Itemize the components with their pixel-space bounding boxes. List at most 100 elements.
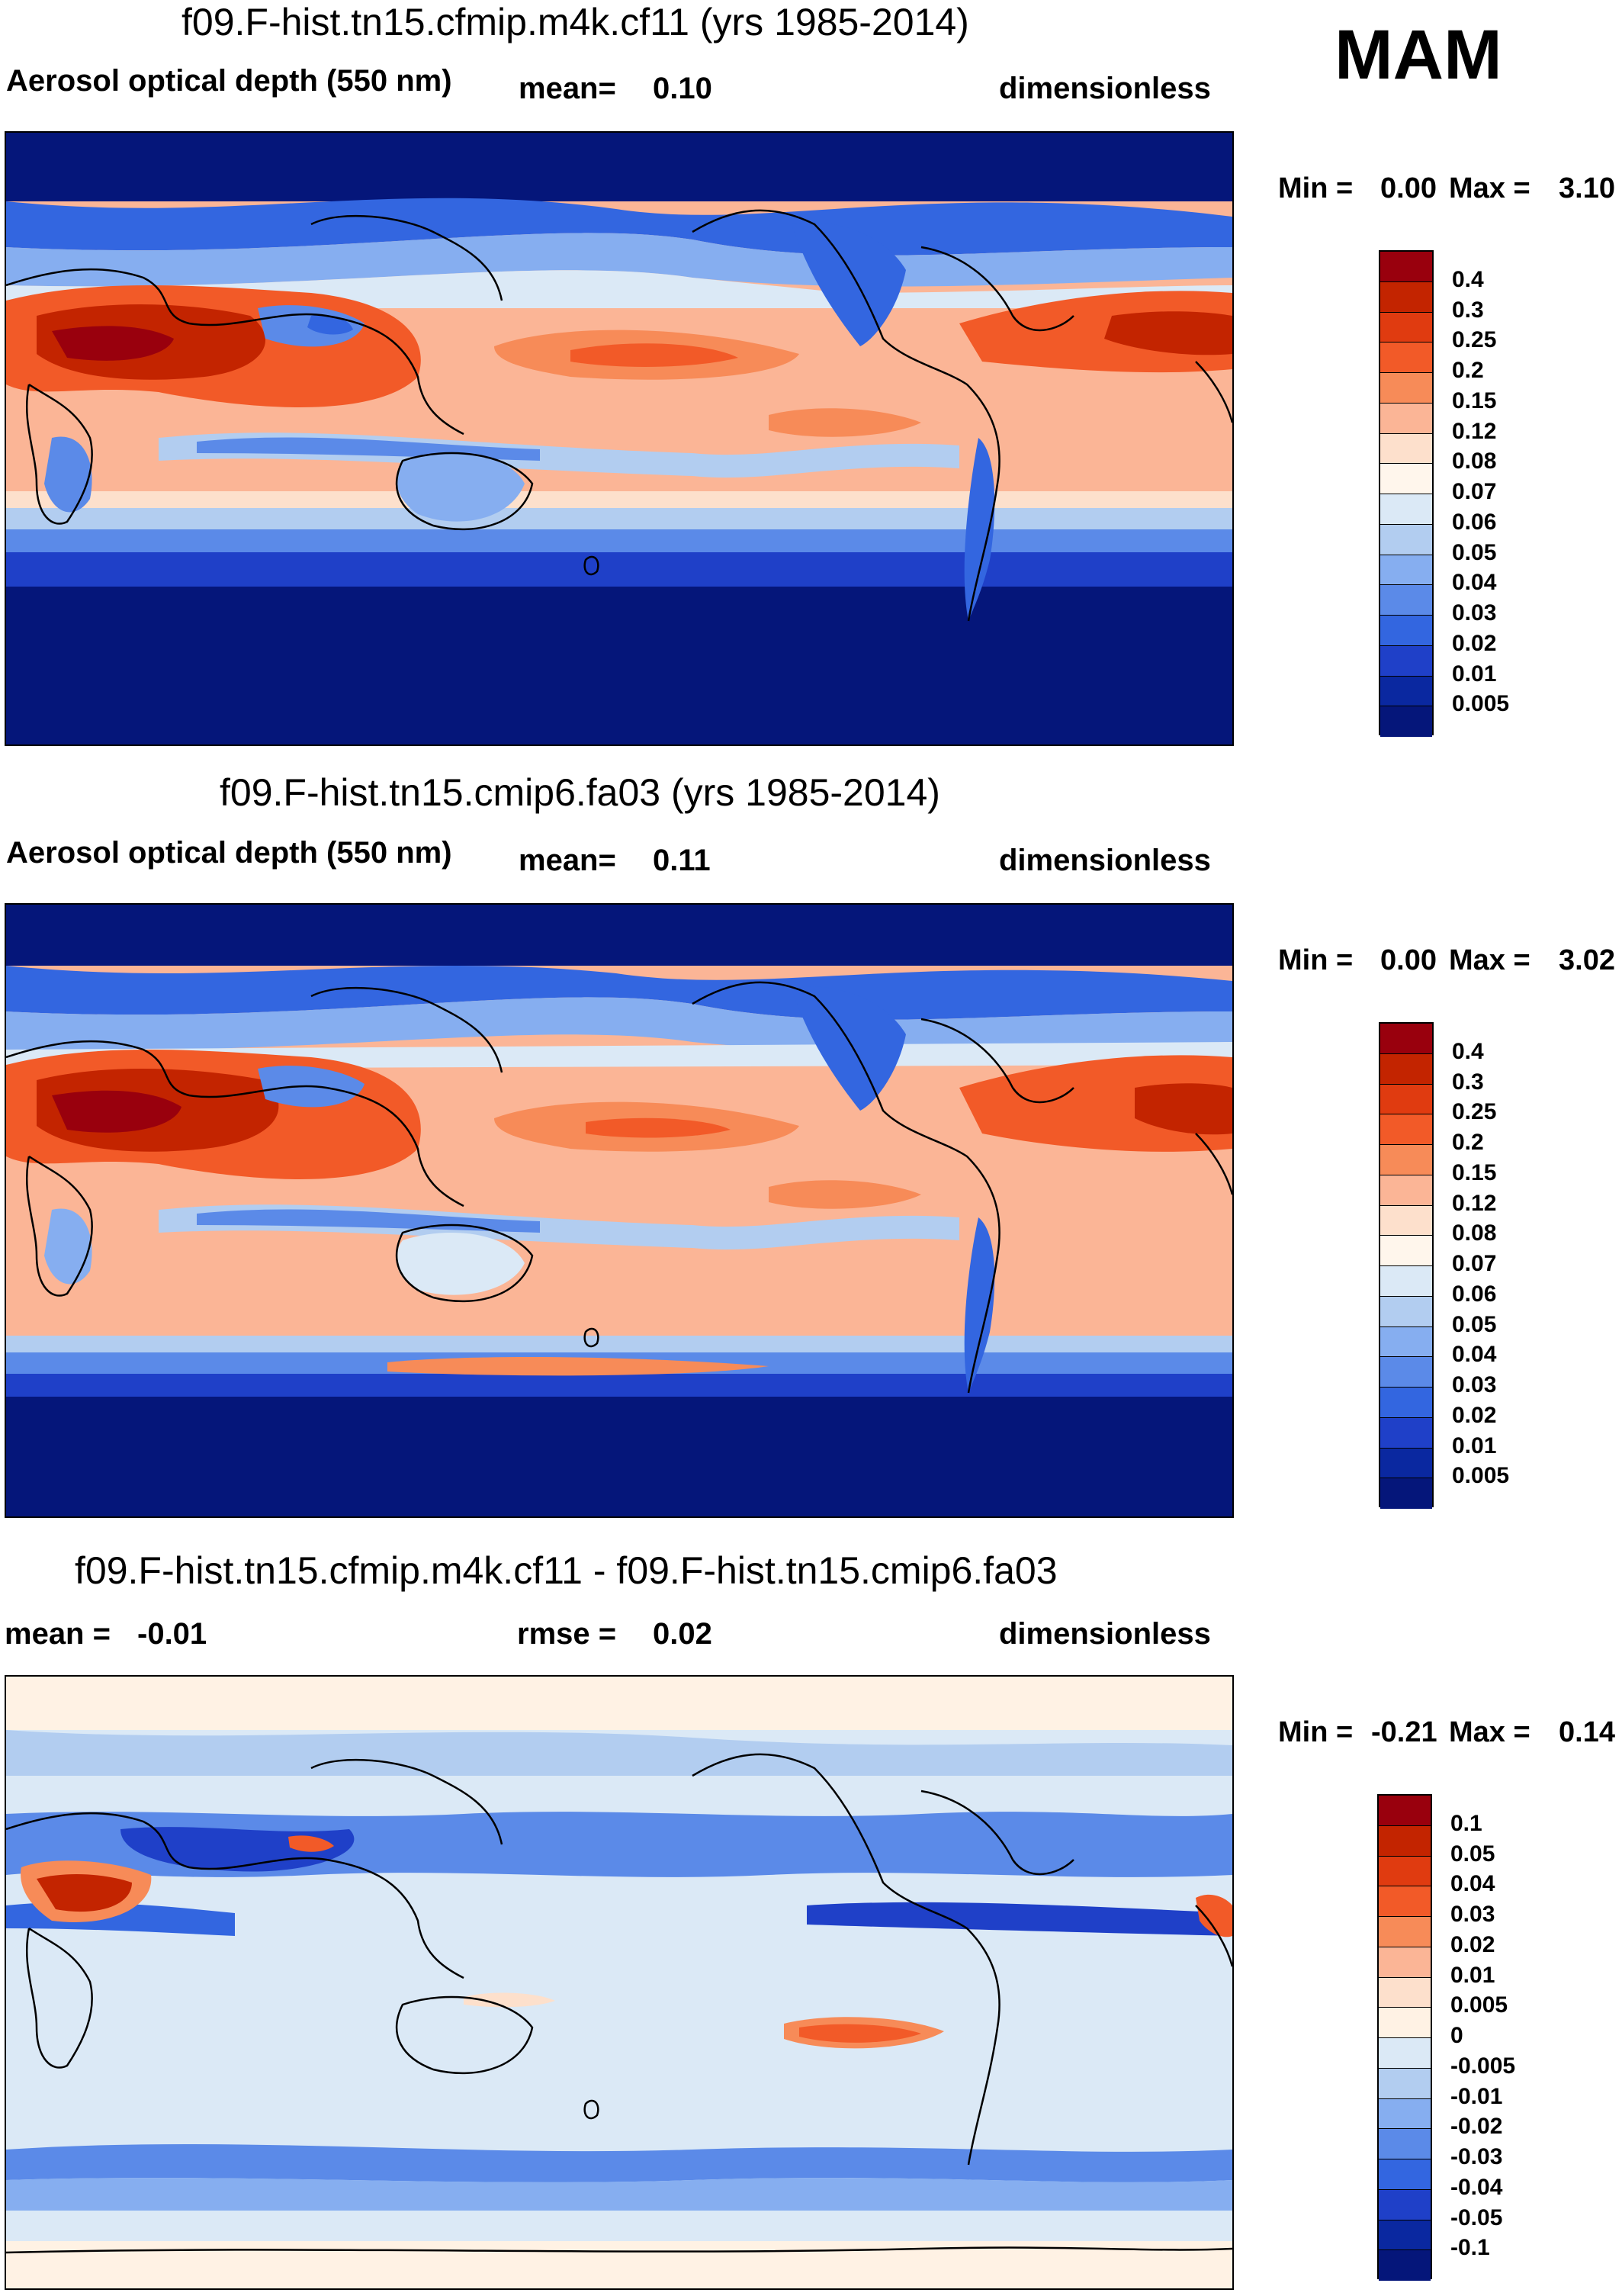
panel-3-colorbar-label: -0.005 [1450,2053,1516,2079]
panel-2-colorbar-label: 0.07 [1452,1251,1497,1276]
panel-1-colorbar-label: 0.2 [1452,358,1484,383]
panel-2-map-svg [6,905,1232,1516]
panel-3-colorbar-segment [1379,2068,1431,2099]
panel-1-colorbar-label: 0.3 [1452,297,1484,323]
panel-3-colorbar-label: 0.1 [1450,1810,1482,1836]
panel-1-colorbar-segment [1380,555,1432,586]
panel-3-colorbar-label: -0.03 [1450,2144,1503,2169]
panel-2-colorbar-label: 0.12 [1452,1190,1497,1216]
panel-3-colorbar-label: 0.02 [1450,1931,1495,1957]
panel-2-colorbar-segment [1380,1114,1432,1145]
panel-3-colorbar-segment [1379,2250,1431,2281]
panel-1-colorbar-label: 0.06 [1452,509,1497,535]
panel-2-colorbar-segment [1380,1145,1432,1175]
panel-3-colorbar-label: 0.01 [1450,1962,1495,1988]
panel-1-min-label: Min = [1278,172,1354,204]
panel-1-colorbar-label: 0.01 [1452,661,1497,687]
panel-2-colorbar-segment [1380,1266,1432,1297]
panel-2-colorbar-segment [1380,1478,1432,1509]
panel-3-min-label: Min = [1278,1716,1354,1748]
panel-2-units: dimensionless [999,844,1211,877]
panel-2-colorbar-segment [1380,1236,1432,1266]
panel-2-colorbar-label: 0.02 [1452,1402,1497,1428]
panel-2-colorbar-label: 0.03 [1452,1372,1497,1397]
panel-2-colorbar-segment [1380,1084,1432,1115]
panel-3-colorbar-label: -0.1 [1450,2235,1490,2261]
panel-2-colorbar-label: 0.3 [1452,1069,1484,1095]
panel-1-min-value: 0.00 [1380,172,1437,204]
panel-2-mean-value: 0.11 [653,844,711,877]
season-label: MAM [1335,16,1502,94]
panel-2-colorbar-label: 0.2 [1452,1130,1484,1155]
panel-3-max-label: Max = [1449,1716,1530,1748]
panel-2-mean-label: mean= [519,844,616,877]
panel-3-rmse-label: rmse = [517,1617,617,1651]
panel-1-colorbar-segment [1380,312,1432,343]
panel-2-colorbar-segment [1380,1024,1432,1054]
panel-2-min-value: 0.00 [1380,944,1437,976]
panel-2-colorbar-label: 0.08 [1452,1220,1497,1246]
panel-1-colorbar [1379,250,1434,737]
panel-1-colorbar-label: 0.08 [1452,449,1497,474]
panel-1-map-svg [6,133,1232,744]
panel-1-colorbar-label: 0.25 [1452,327,1497,353]
panel-1-mean-label: mean= [519,72,616,105]
panel-3-colorbar-segment [1379,1825,1431,1857]
panel-1-colorbar-segment [1380,494,1432,525]
panel-3-map [5,1675,1234,2290]
panel-2-colorbar-label: 0.4 [1452,1038,1484,1064]
panel-1-colorbar-segment [1380,676,1432,707]
panel-3-colorbar-segment [1379,1856,1431,1887]
panel-3-colorbar-label: 0 [1450,2023,1463,2048]
panel-1-max-label: Max = [1449,172,1530,204]
panel-2-variable-label: Aerosol optical depth (550 nm) [6,836,452,870]
panel-1-colorbar-label: 0.04 [1452,570,1497,596]
panel-2-colorbar-segment [1380,1417,1432,1449]
panel-1-colorbar-segment [1380,585,1432,616]
panel-1-colorbar-segment [1380,433,1432,465]
panel-3-colorbar-segment [1379,2038,1431,2069]
panel-2-colorbar-segment [1380,1326,1432,1358]
panel-2-map [5,903,1234,1518]
panel-1-colorbar-label: 0.05 [1452,539,1497,565]
panel-2-colorbar-label: 0.01 [1452,1433,1497,1458]
panel-1-colorbar-segment [1380,281,1432,313]
panel-1-units: dimensionless [999,72,1211,105]
panel-3-colorbar-label: -0.05 [1450,2204,1503,2230]
panel-3-units: dimensionless [999,1617,1211,1651]
panel-2-colorbar-segment [1380,1296,1432,1327]
panel-3-min-value: -0.21 [1371,1716,1437,1748]
panel-1-colorbar-label: 0.12 [1452,418,1497,444]
panel-1-colorbar-label: 0.005 [1452,691,1510,717]
panel-1-colorbar-segment [1380,616,1432,646]
panel-3-rmse-value: 0.02 [653,1617,712,1651]
panel-2-min-label: Min = [1278,944,1354,976]
panel-3-colorbar-label: 0.04 [1450,1871,1495,1897]
panel-1-colorbar-label: 0.4 [1452,266,1484,292]
panel-3-colorbar-segment [1379,1886,1431,1917]
panel-1-mean-value: 0.10 [653,72,712,105]
panel-3-colorbar-segment [1379,2008,1431,2038]
panel-3-colorbar-segment [1379,2220,1431,2251]
panel-2-colorbar-label: 0.06 [1452,1281,1497,1307]
panel-1-colorbar-segment [1380,524,1432,555]
panel-1-variable-label: Aerosol optical depth (550 nm) [6,64,452,98]
panel-2-colorbar-label: 0.04 [1452,1342,1497,1368]
panel-2-max-value: 3.02 [1559,944,1615,976]
panel-3-mean-value: -0.01 [137,1617,207,1651]
panel-3-colorbar-segment [1379,1917,1431,1947]
panel-3-map-svg [6,1677,1232,2288]
panel-2-colorbar-label: 0.25 [1452,1099,1497,1125]
panel-3-colorbar-segment [1379,2189,1431,2220]
panel-2-colorbar-segment [1380,1448,1432,1479]
panel-1-colorbar-segment [1380,706,1432,737]
panel-2-max-label: Max = [1449,944,1530,976]
panel-3-colorbar-segment [1379,1977,1431,2008]
panel-3-colorbar-label: -0.04 [1450,2174,1503,2200]
panel-1-colorbar-segment [1380,373,1432,404]
panel-3-colorbar-segment [1379,1796,1431,1826]
panel-1-max-value: 3.10 [1559,172,1615,204]
panel-3-colorbar [1377,1794,1432,2281]
panel-2-colorbar-segment [1380,1388,1432,1418]
panel-2-colorbar-segment [1380,1205,1432,1236]
